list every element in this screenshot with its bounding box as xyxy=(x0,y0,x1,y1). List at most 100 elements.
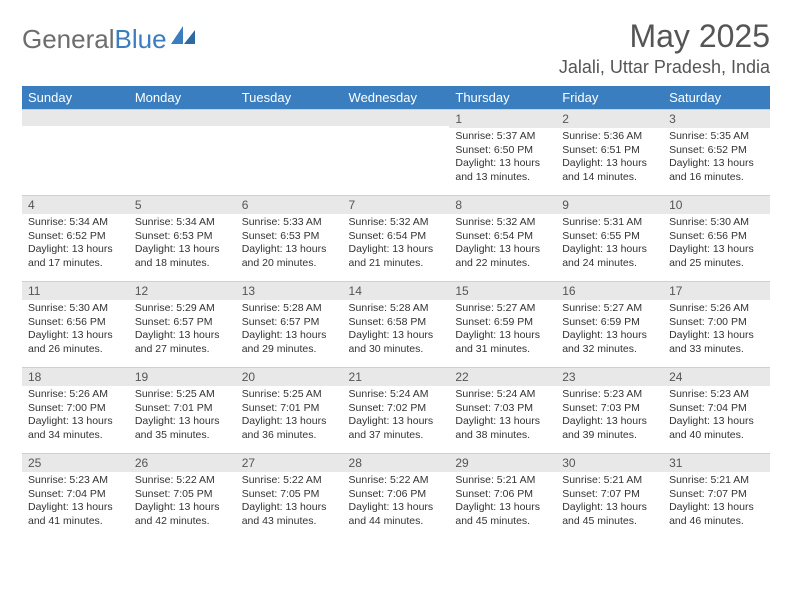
day-body xyxy=(22,126,129,132)
day-number: 4 xyxy=(22,195,129,214)
day-line: Sunrise: 5:25 AM xyxy=(135,388,230,402)
day-line: Daylight: 13 hours xyxy=(669,243,764,257)
day-number: 10 xyxy=(663,195,770,214)
calendar-cell: 9Sunrise: 5:31 AMSunset: 6:55 PMDaylight… xyxy=(556,195,663,281)
day-body: Sunrise: 5:22 AMSunset: 7:05 PMDaylight:… xyxy=(129,472,236,533)
day-body: Sunrise: 5:25 AMSunset: 7:01 PMDaylight:… xyxy=(129,386,236,447)
day-line: Sunrise: 5:29 AM xyxy=(135,302,230,316)
day-line: Daylight: 13 hours xyxy=(455,157,550,171)
day-body: Sunrise: 5:23 AMSunset: 7:03 PMDaylight:… xyxy=(556,386,663,447)
weekday-header: Saturday xyxy=(663,86,770,109)
day-body: Sunrise: 5:26 AMSunset: 7:00 PMDaylight:… xyxy=(22,386,129,447)
logo-sail-icon xyxy=(171,26,197,51)
day-line: Daylight: 13 hours xyxy=(28,329,123,343)
day-line: Sunrise: 5:22 AM xyxy=(242,474,337,488)
day-line: Daylight: 13 hours xyxy=(455,243,550,257)
day-number: 9 xyxy=(556,195,663,214)
day-number: 19 xyxy=(129,367,236,386)
day-line: and 33 minutes. xyxy=(669,343,764,357)
day-line: Sunset: 7:00 PM xyxy=(669,316,764,330)
calendar-cell: 26Sunrise: 5:22 AMSunset: 7:05 PMDayligh… xyxy=(129,453,236,539)
calendar-cell: 3Sunrise: 5:35 AMSunset: 6:52 PMDaylight… xyxy=(663,109,770,195)
day-line: Sunset: 7:07 PM xyxy=(562,488,657,502)
day-line: Sunset: 6:52 PM xyxy=(669,144,764,158)
day-number: 15 xyxy=(449,281,556,300)
day-body: Sunrise: 5:32 AMSunset: 6:54 PMDaylight:… xyxy=(449,214,556,275)
calendar-cell: 7Sunrise: 5:32 AMSunset: 6:54 PMDaylight… xyxy=(343,195,450,281)
day-number: 13 xyxy=(236,281,343,300)
day-number: 7 xyxy=(343,195,450,214)
calendar-cell: 31Sunrise: 5:21 AMSunset: 7:07 PMDayligh… xyxy=(663,453,770,539)
day-body: Sunrise: 5:30 AMSunset: 6:56 PMDaylight:… xyxy=(22,300,129,361)
day-line: Sunset: 7:05 PM xyxy=(242,488,337,502)
day-line: Sunrise: 5:31 AM xyxy=(562,216,657,230)
day-number: 30 xyxy=(556,453,663,472)
day-number: 16 xyxy=(556,281,663,300)
page-header: GeneralBlue May 2025 Jalali, Uttar Prade… xyxy=(22,18,770,78)
weekday-header: Monday xyxy=(129,86,236,109)
calendar-cell: 18Sunrise: 5:26 AMSunset: 7:00 PMDayligh… xyxy=(22,367,129,453)
day-line: Sunrise: 5:22 AM xyxy=(135,474,230,488)
day-number xyxy=(129,109,236,126)
day-line: and 22 minutes. xyxy=(455,257,550,271)
day-line: and 40 minutes. xyxy=(669,429,764,443)
day-line: Daylight: 13 hours xyxy=(135,243,230,257)
day-number: 27 xyxy=(236,453,343,472)
day-body: Sunrise: 5:22 AMSunset: 7:06 PMDaylight:… xyxy=(343,472,450,533)
day-line: Daylight: 13 hours xyxy=(242,415,337,429)
day-line: Daylight: 13 hours xyxy=(455,415,550,429)
weekday-header: Sunday xyxy=(22,86,129,109)
day-line: Sunset: 6:53 PM xyxy=(135,230,230,244)
day-line: and 45 minutes. xyxy=(455,515,550,529)
day-body: Sunrise: 5:31 AMSunset: 6:55 PMDaylight:… xyxy=(556,214,663,275)
day-line: Daylight: 13 hours xyxy=(562,243,657,257)
day-line: Daylight: 13 hours xyxy=(669,501,764,515)
calendar-cell: 11Sunrise: 5:30 AMSunset: 6:56 PMDayligh… xyxy=(22,281,129,367)
day-line: and 21 minutes. xyxy=(349,257,444,271)
day-line: Daylight: 13 hours xyxy=(135,415,230,429)
calendar-cell: 27 Sunrise: 5:22 AMSunset: 7:05 PMDayligh… xyxy=(236,453,343,539)
day-line: Daylight: 13 hours xyxy=(242,501,337,515)
day-line: and 18 minutes. xyxy=(135,257,230,271)
day-line: Sunset: 7:01 PM xyxy=(135,402,230,416)
day-line: and 14 minutes. xyxy=(562,171,657,185)
day-number xyxy=(343,109,450,126)
day-line: and 24 minutes. xyxy=(562,257,657,271)
day-line: Sunrise: 5:28 AM xyxy=(242,302,337,316)
day-line: and 37 minutes. xyxy=(349,429,444,443)
day-body: Sunrise: 5:34 AMSunset: 6:53 PMDaylight:… xyxy=(129,214,236,275)
day-line: Daylight: 13 hours xyxy=(349,243,444,257)
day-body: Sunrise: 5:26 AMSunset: 7:00 PMDaylight:… xyxy=(663,300,770,361)
calendar-cell: 30Sunrise: 5:21 AMSunset: 7:07 PMDayligh… xyxy=(556,453,663,539)
calendar-week-row: 25Sunrise: 5:23 AMSunset: 7:04 PMDayligh… xyxy=(22,453,770,539)
day-number: 24 xyxy=(663,367,770,386)
day-number: 25 xyxy=(22,453,129,472)
calendar-cell xyxy=(129,109,236,195)
day-line: Sunset: 6:59 PM xyxy=(455,316,550,330)
day-body: Sunrise: 5:32 AMSunset: 6:54 PMDaylight:… xyxy=(343,214,450,275)
day-line: and 17 minutes. xyxy=(28,257,123,271)
calendar-cell xyxy=(236,109,343,195)
day-body xyxy=(236,126,343,132)
logo-text: GeneralBlue xyxy=(22,24,167,55)
day-number: 23 xyxy=(556,367,663,386)
day-number: 22 xyxy=(449,367,556,386)
calendar-cell: 25Sunrise: 5:23 AMSunset: 7:04 PMDayligh… xyxy=(22,453,129,539)
day-body: Sunrise: 5:33 AMSunset: 6:53 PMDaylight:… xyxy=(236,214,343,275)
day-line: Sunrise: 5:21 AM xyxy=(669,474,764,488)
day-line: Daylight: 13 hours xyxy=(349,501,444,515)
day-line: Sunrise: 5:22 AM xyxy=(349,474,444,488)
calendar-week-row: 11Sunrise: 5:30 AMSunset: 6:56 PMDayligh… xyxy=(22,281,770,367)
calendar-cell: 16Sunrise: 5:27 AMSunset: 6:59 PMDayligh… xyxy=(556,281,663,367)
day-body: Sunrise: 5:28 AMSunset: 6:58 PMDaylight:… xyxy=(343,300,450,361)
day-line: Sunset: 7:02 PM xyxy=(349,402,444,416)
day-body xyxy=(129,126,236,132)
calendar-cell: 1Sunrise: 5:37 AMSunset: 6:50 PMDaylight… xyxy=(449,109,556,195)
day-body: Sunrise: 5:24 AMSunset: 7:03 PMDaylight:… xyxy=(449,386,556,447)
logo-word2: Blue xyxy=(115,24,167,54)
day-line: Sunrise: 5:23 AM xyxy=(28,474,123,488)
day-body: Sunrise: 5:29 AMSunset: 6:57 PMDaylight:… xyxy=(129,300,236,361)
day-line: Sunset: 7:01 PM xyxy=(242,402,337,416)
calendar-cell: 20Sunrise: 5:25 AMSunset: 7:01 PMDayligh… xyxy=(236,367,343,453)
day-body: Sunrise: 5:37 AMSunset: 6:50 PMDaylight:… xyxy=(449,128,556,189)
